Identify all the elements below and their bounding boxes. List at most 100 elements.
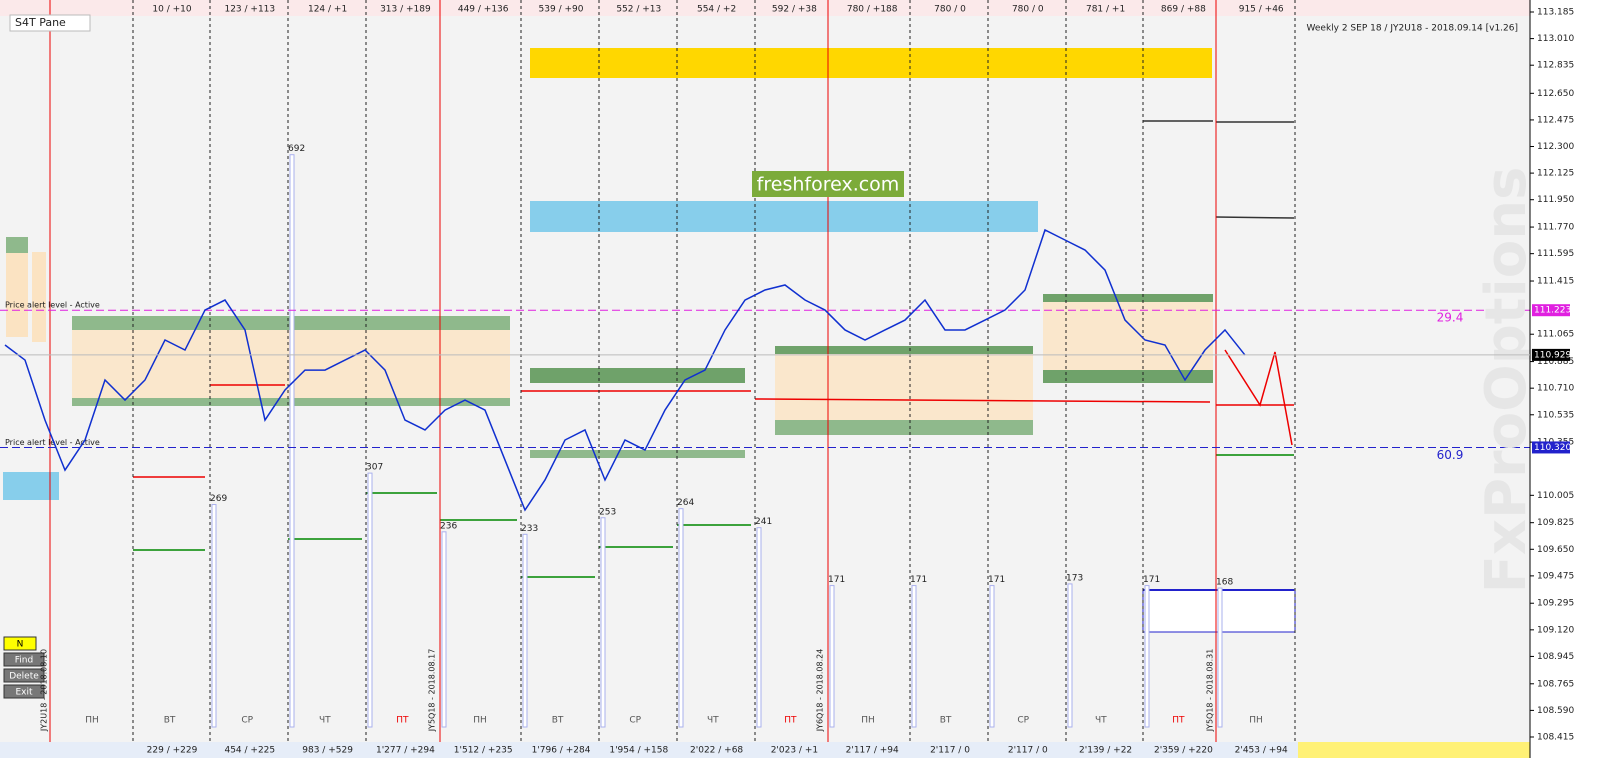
top-label: 552 / +13 — [616, 5, 661, 15]
bottom-label: 983 / +529 — [302, 746, 353, 756]
day-label: ПН — [85, 716, 99, 726]
bottom-label: 2'117 / 0 — [930, 746, 970, 756]
y-tick-label: 108.765 — [1537, 679, 1574, 689]
bottom-label: 1'512 / +235 — [454, 746, 513, 756]
y-tick-label: 111.595 — [1537, 249, 1574, 259]
day-label: ПТ — [784, 716, 797, 726]
y-tick-label: 111.770 — [1537, 223, 1574, 233]
volume-bar — [1067, 583, 1073, 728]
day-label: ПН — [1249, 716, 1263, 726]
y-tick-label: 110.885 — [1537, 357, 1574, 367]
price-tag-label: 111.223 — [1534, 306, 1571, 316]
day-label: ВТ — [164, 716, 176, 726]
volume-label: 171 — [910, 575, 927, 585]
volume-label: 233 — [521, 524, 538, 534]
pane-title: S4T Pane — [15, 16, 66, 29]
bottom-label: 1'277 / +294 — [376, 746, 435, 756]
zone-green — [530, 450, 745, 458]
brand: freshforex.com — [757, 174, 900, 196]
zone-green — [775, 420, 1033, 435]
y-tick-label: 111.950 — [1537, 195, 1574, 205]
volume-bar — [1217, 587, 1223, 728]
alert-note: 29.4 — [1437, 311, 1464, 325]
volume-bar — [1144, 585, 1150, 728]
y-tick-label: 109.120 — [1537, 625, 1574, 635]
zone-blue — [530, 201, 1038, 232]
bottom-label: 2'117 / 0 — [1008, 746, 1048, 756]
y-tick-label: 108.945 — [1537, 652, 1574, 662]
button[interactable] — [3, 684, 45, 699]
alert-text: Price alert level - Active — [5, 301, 100, 310]
level — [754, 398, 1211, 403]
zone-green — [775, 346, 1033, 354]
y-tick-label: 109.475 — [1537, 571, 1574, 581]
volume-label: 264 — [677, 498, 694, 508]
grid — [49, 0, 1296, 742]
footer-highlight — [1298, 742, 1530, 758]
volume-label: 236 — [440, 521, 457, 531]
volume-label: 171 — [988, 575, 1005, 585]
brand-box — [752, 171, 904, 197]
watermark: FxProOptions — [1474, 167, 1539, 594]
bottom-label: 1'796 / +284 — [532, 746, 591, 756]
bottom-label: 2'359 / +220 — [1154, 746, 1213, 756]
volume-bar — [678, 508, 684, 728]
contract-label: JY5Q18 - 2018.08.31 — [1206, 649, 1215, 733]
volume-bar — [989, 585, 995, 728]
y-tick-label: 109.295 — [1537, 599, 1574, 609]
zone-green — [530, 368, 745, 383]
button[interactable] — [3, 668, 45, 683]
price-tag-label: 110.929 — [1534, 350, 1571, 360]
y-tick-label: 111.415 — [1537, 277, 1574, 287]
y-tick-label: 112.475 — [1537, 115, 1574, 125]
top-label: 780 / 0 — [1012, 5, 1044, 15]
volume-label: 171 — [1143, 575, 1160, 585]
pane-tab[interactable] — [9, 14, 91, 32]
info: Weekly 2 SEP 18 / JY2U18 - 2018.09.14 [v… — [1307, 24, 1519, 34]
button-label: Exit — [15, 688, 33, 698]
y-tick-label: 113.185 — [1537, 8, 1574, 18]
zone-orange — [1043, 296, 1213, 382]
day-label: ЧТ — [1095, 716, 1107, 726]
top-label: 780 / +188 — [847, 5, 898, 15]
button[interactable] — [3, 636, 37, 651]
volume-label: 241 — [755, 517, 772, 527]
day-label: СР — [1017, 716, 1029, 726]
top-label: 449 / +136 — [458, 5, 509, 15]
y-tick-label: 110.005 — [1537, 491, 1574, 501]
y-tick-label: 113.010 — [1537, 34, 1574, 44]
price-tag — [1532, 441, 1570, 454]
bottom-label: 2'023 / +1 — [771, 746, 818, 756]
volume-label: 307 — [366, 463, 383, 473]
zone-green — [1043, 370, 1213, 383]
y-tick-label: 110.710 — [1537, 384, 1574, 394]
volume-bar — [367, 472, 373, 728]
y-tick-label: 108.590 — [1537, 706, 1574, 716]
volume-label: 171 — [828, 575, 845, 585]
day-label: ЧТ — [707, 716, 719, 726]
button[interactable] — [3, 652, 45, 667]
price-tag-label: 110.320 — [1534, 443, 1571, 453]
zone-green — [6, 237, 28, 253]
zone-green — [1043, 294, 1213, 302]
y-tick-label: 109.825 — [1537, 518, 1574, 528]
contract-label: JY5Q18 - 2018.08.17 — [428, 649, 437, 733]
bottom-label: 2'139 / +22 — [1079, 746, 1132, 756]
price-tag — [1532, 348, 1570, 361]
volume-bar — [911, 585, 917, 728]
volume-label: 692 — [288, 144, 305, 154]
top-label: 313 / +189 — [380, 5, 431, 15]
volume-bar — [829, 585, 835, 728]
bottom-label: 2'453 / +94 — [1235, 746, 1288, 756]
day-label: ВТ — [552, 716, 564, 726]
y-tick-label: 112.125 — [1537, 169, 1574, 179]
y-tick-label: 112.835 — [1537, 61, 1574, 71]
top-label: 592 / +38 — [772, 5, 817, 15]
bottom-label: 1'954 / +158 — [609, 746, 668, 756]
zone-yellow — [530, 48, 1212, 78]
buttons: N Find Delete Exit — [3, 636, 45, 699]
day-label: ПТ — [1172, 716, 1185, 726]
zone-orange — [6, 237, 28, 337]
button-label: Find — [15, 656, 33, 666]
level — [1215, 216, 1295, 219]
